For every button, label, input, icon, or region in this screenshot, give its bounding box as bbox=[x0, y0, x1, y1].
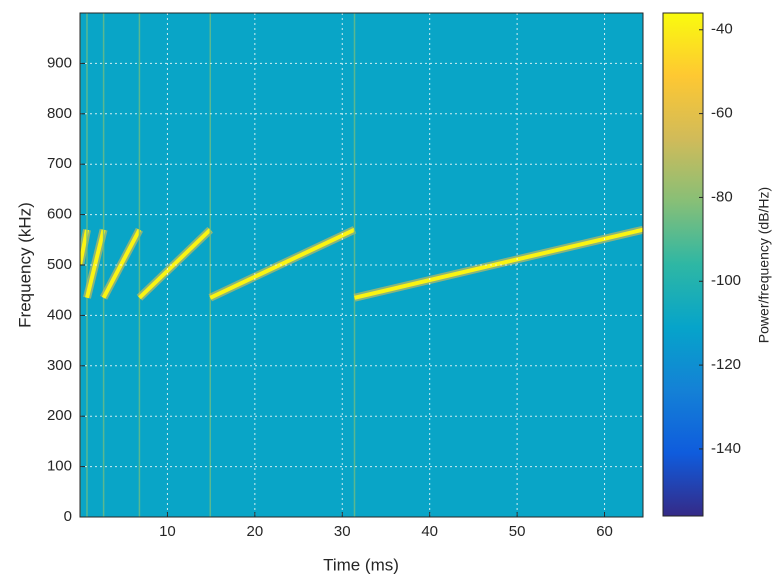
y-tick-label: 500 bbox=[47, 256, 72, 273]
y-tick-label: 900 bbox=[47, 54, 72, 71]
colorbar-tick-label: -100 bbox=[711, 272, 741, 289]
x-tick-label: 40 bbox=[421, 523, 438, 540]
y-tick-label: 600 bbox=[47, 206, 72, 223]
x-tick-label: 10 bbox=[159, 523, 176, 540]
x-tick-label: 30 bbox=[334, 523, 351, 540]
y-tick-label: 0 bbox=[64, 508, 72, 525]
colorbar-tick-label: -140 bbox=[711, 440, 741, 457]
chirp bbox=[354, 227, 643, 300]
y-tick-label: 400 bbox=[47, 306, 72, 323]
y-tick-label: 700 bbox=[47, 155, 72, 172]
x-tick-label: 20 bbox=[247, 523, 264, 540]
y-tick-label: 300 bbox=[47, 357, 72, 374]
colorbar-tick-label: -120 bbox=[711, 356, 741, 373]
colorbar-tick-label: -80 bbox=[711, 188, 733, 205]
y-tick-label: 200 bbox=[47, 407, 72, 424]
colorbar-tick-label: -40 bbox=[711, 21, 733, 38]
y-tick-label: 800 bbox=[47, 105, 72, 122]
plot-content bbox=[80, 13, 643, 517]
x-tick-label: 50 bbox=[509, 523, 526, 540]
chirp bbox=[80, 229, 89, 266]
x-axis-label: Time (ms) bbox=[323, 555, 399, 574]
chirp bbox=[101, 228, 142, 299]
colorbar-tick-label: -60 bbox=[711, 105, 733, 122]
chirp bbox=[209, 227, 356, 300]
colorbar bbox=[662, 12, 704, 517]
colorbar-label: Power/frequency (dB/Hz) bbox=[756, 187, 772, 343]
y-tick-label: 100 bbox=[47, 458, 72, 475]
y-axis-label: Frequency (kHz) bbox=[15, 202, 34, 328]
plot-frame bbox=[79, 12, 644, 518]
chirp bbox=[85, 229, 106, 299]
x-tick-label: 60 bbox=[596, 523, 613, 540]
chirp bbox=[138, 228, 212, 300]
